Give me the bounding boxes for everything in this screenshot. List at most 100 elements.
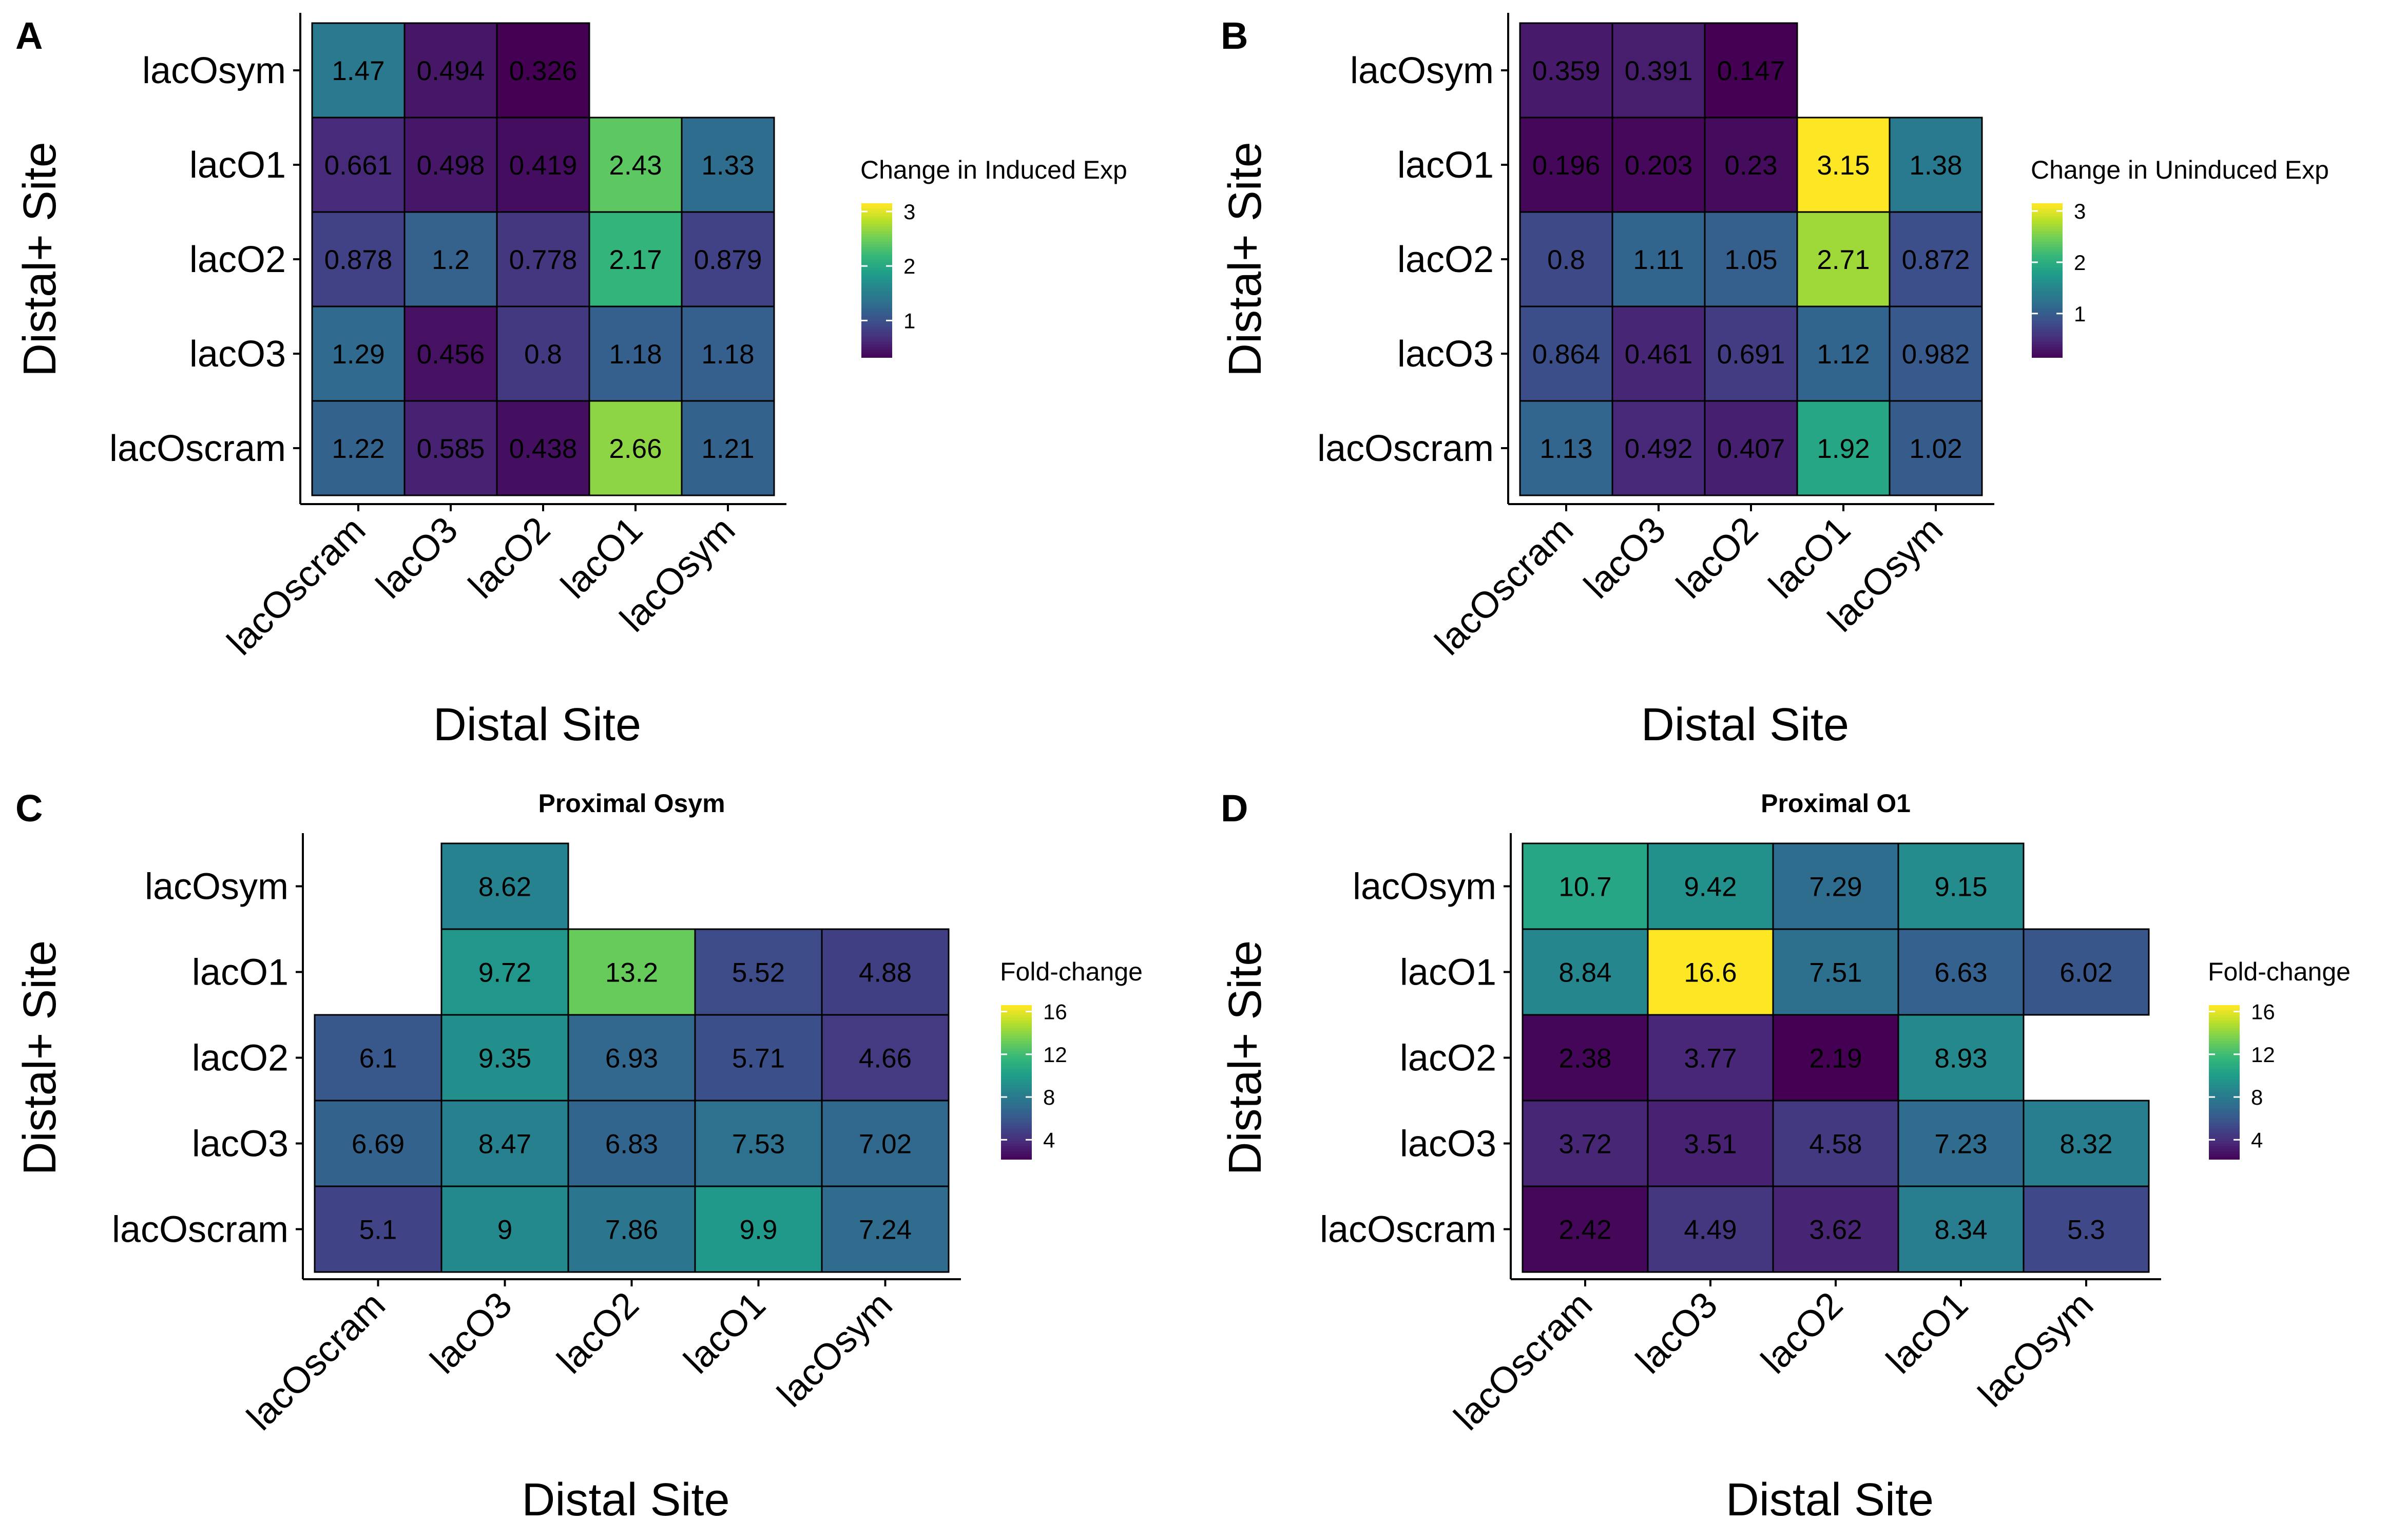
cell-value-label: 4.66 <box>859 1044 912 1074</box>
x-tick-label: lacO1 <box>1879 1284 1976 1382</box>
colorbar-gradient-segment <box>1001 1146 1032 1149</box>
cell-value-label: 1.38 <box>1909 150 1962 181</box>
colorbar-gradient-segment <box>1001 1103 1032 1106</box>
colorbar-gradient-segment <box>861 247 892 250</box>
cell-value-label: 0.407 <box>1717 434 1785 464</box>
colorbar-gradient-segment <box>1001 1036 1032 1039</box>
cell-value-label: 0.585 <box>417 434 485 464</box>
colorbar-gradient-segment <box>2209 1018 2240 1021</box>
colorbar-gradient-segment <box>2209 1046 2240 1049</box>
colorbar-gradient-segment <box>861 206 892 209</box>
x-tick-label: lacO1 <box>676 1284 774 1382</box>
colorbar-gradient-segment <box>2032 314 2063 317</box>
colorbar-gradient-segment <box>861 332 892 335</box>
colorbar-gradient-segment <box>2209 1126 2240 1129</box>
cell-value-label: 3.62 <box>1809 1215 1862 1245</box>
colorbar-gradient-segment <box>1001 1021 1032 1024</box>
colorbar-gradient-segment <box>2032 334 2063 337</box>
colorbar-gradient-segment <box>2209 1115 2240 1119</box>
colorbar-gradient-segment <box>861 326 892 330</box>
colorbar-gradient-segment <box>2032 324 2063 327</box>
y-tick-label: lacOscram <box>112 1209 288 1250</box>
colorbar-gradient-segment <box>1001 1023 1032 1026</box>
y-axis-title: Distal+ Site <box>1220 940 1271 1176</box>
panel-label: D <box>1221 787 1248 830</box>
y-tick-label: lacOsym <box>145 867 288 908</box>
colorbar-gradient-segment <box>861 208 892 211</box>
cell-value-label: 8.32 <box>2059 1129 2112 1160</box>
colorbar-gradient-segment <box>2032 278 2063 281</box>
heatmap-cell <box>567 1014 696 1102</box>
colorbar-gradient-segment <box>861 219 892 222</box>
colorbar-tick-label: 3 <box>903 200 915 224</box>
x-axis-title: Distal Site <box>522 1474 729 1526</box>
colorbar-gradient-segment <box>1001 1087 1032 1090</box>
cell-value-label: 7.29 <box>1809 872 1862 902</box>
colorbar-gradient-segment <box>2032 296 2063 299</box>
colorbar-gradient-segment <box>2209 1154 2240 1157</box>
colorbar-gradient-segment <box>1001 1144 1032 1147</box>
colorbar-gradient-segment <box>2209 1121 2240 1124</box>
heatmap-cell <box>314 1100 442 1187</box>
colorbar-gradient-segment <box>2032 234 2063 237</box>
colorbar-gradient-segment <box>2209 1085 2240 1088</box>
heatmap-cell <box>1704 22 1798 119</box>
x-tick-label: lacO3 <box>1576 509 1674 607</box>
colorbar-gradient-segment <box>2209 1098 2240 1101</box>
colorbar-gradient-segment <box>2209 1044 2240 1047</box>
colorbar-gradient-segment <box>2032 339 2063 342</box>
colorbar-gradient-segment <box>861 278 892 281</box>
cell-value-label: 0.196 <box>1532 150 1601 181</box>
colorbar-gradient-segment <box>861 347 892 350</box>
colorbar-gradient-segment <box>2032 252 2063 255</box>
colorbar-gradient-segment <box>2209 1038 2240 1042</box>
cell-value-label: 1.47 <box>332 56 384 86</box>
colorbar-gradient-segment <box>861 321 892 324</box>
colorbar-gradient-segment <box>2209 1033 2240 1036</box>
colorbar-gradient-segment <box>861 270 892 273</box>
colorbar-gradient-segment <box>861 337 892 340</box>
colorbar-gradient-segment <box>1001 1131 1032 1134</box>
colorbar-gradient-segment <box>861 239 892 242</box>
y-tick-label: lacOsym <box>1353 867 1496 908</box>
colorbar-gradient-segment <box>2032 342 2063 345</box>
x-tick-label: lacO2 <box>1754 1284 1851 1382</box>
colorbar-gradient-segment <box>1001 1113 1032 1116</box>
cell-value-label: 0.494 <box>417 56 485 86</box>
colorbar-gradient-segment <box>2209 1080 2240 1083</box>
colorbar-title: Fold-change <box>1000 957 1143 986</box>
cell-value-label: 7.23 <box>1934 1129 1987 1160</box>
colorbar-gradient-segment <box>861 255 892 258</box>
cell-value-label: 9.42 <box>1684 872 1737 902</box>
y-tick-label: lacOsym <box>142 50 286 91</box>
cell-value-label: 2.42 <box>1558 1215 1611 1245</box>
heatmap-cell <box>1704 400 1798 496</box>
colorbar-tick-label: 12 <box>1043 1043 1067 1067</box>
colorbar-gradient-segment <box>2209 1095 2240 1098</box>
heatmap-cell <box>821 1100 950 1187</box>
colorbar-gradient-segment <box>1001 1013 1032 1016</box>
colorbar-gradient-segment <box>2209 1054 2240 1057</box>
y-tick-label: lacO1 <box>1397 145 1494 186</box>
colorbar-gradient-segment <box>861 296 892 299</box>
colorbar-gradient-segment <box>2209 1056 2240 1060</box>
heatmap-cell <box>1897 1185 2025 1273</box>
cell-value-label: 5.3 <box>2067 1215 2105 1245</box>
heatmap-cell <box>496 117 590 213</box>
colorbar-gradient-segment <box>1001 1123 1032 1126</box>
colorbar-gradient-segment <box>2209 1131 2240 1134</box>
cell-value-label: 6.83 <box>605 1129 658 1160</box>
y-tick-label: lacOscram <box>109 428 286 469</box>
heatmap-cell <box>403 22 498 119</box>
cell-value-label: 2.17 <box>609 245 662 275</box>
colorbar-gradient-segment <box>2032 352 2063 355</box>
heatmap-cell <box>1796 400 1891 496</box>
heatmap-cell <box>496 400 590 496</box>
colorbar-gradient-segment <box>1001 1092 1032 1095</box>
colorbar-tick-label: 16 <box>1043 999 1067 1024</box>
y-axis-title: Distal+ Site <box>14 142 66 377</box>
y-axis-title: Distal+ Site <box>1220 142 1271 377</box>
colorbar-gradient-segment <box>2209 1067 2240 1070</box>
colorbar-gradient-segment <box>861 244 892 247</box>
colorbar-title: Fold-change <box>2208 957 2351 986</box>
